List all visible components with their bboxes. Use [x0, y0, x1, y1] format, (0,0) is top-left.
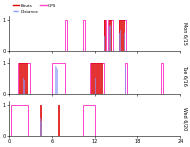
Bar: [109, 20, 112, 51]
Bar: [83, 105, 95, 136]
Bar: [124, 33, 125, 51]
Bar: [91, 63, 103, 93]
Bar: [41, 121, 42, 136]
Bar: [119, 20, 126, 51]
Bar: [108, 20, 112, 51]
Bar: [123, 34, 124, 51]
Bar: [18, 63, 30, 93]
Bar: [57, 69, 58, 93]
Y-axis label: Tue 6/16: Tue 6/16: [182, 65, 187, 86]
Bar: [11, 105, 28, 136]
Bar: [90, 63, 104, 93]
Bar: [40, 105, 42, 136]
Bar: [55, 66, 56, 93]
Bar: [24, 80, 25, 93]
Y-axis label: Wed 6/20: Wed 6/20: [182, 107, 187, 130]
Bar: [65, 20, 66, 51]
Bar: [58, 105, 60, 136]
Y-axis label: Mon 6/15: Mon 6/15: [182, 22, 187, 45]
Bar: [161, 63, 163, 93]
Bar: [104, 20, 106, 51]
Bar: [109, 26, 110, 51]
Bar: [125, 63, 127, 93]
Legend: Bouts, Distance, GPS: Bouts, Distance, GPS: [11, 2, 58, 15]
Bar: [19, 63, 28, 93]
Bar: [119, 20, 125, 51]
Bar: [56, 67, 57, 93]
Bar: [40, 118, 41, 136]
Bar: [110, 25, 111, 51]
Bar: [125, 67, 126, 93]
Bar: [104, 36, 105, 51]
Bar: [104, 20, 105, 51]
Bar: [95, 78, 96, 93]
Bar: [83, 20, 85, 51]
Bar: [120, 30, 121, 51]
Bar: [23, 78, 24, 93]
Bar: [52, 63, 65, 93]
Bar: [134, 122, 135, 136]
